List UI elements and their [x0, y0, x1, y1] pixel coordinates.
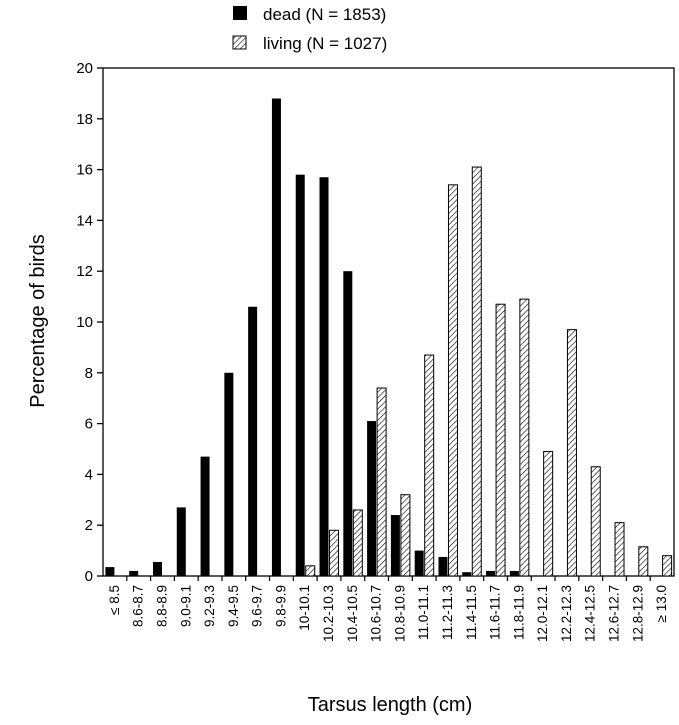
x-category-label: 10.4-10.5 — [345, 585, 360, 642]
bar-dead — [509, 570, 519, 576]
x-category-label: 10-10.1 — [297, 585, 312, 631]
x-category-label: 11.6-11.7 — [488, 585, 503, 640]
x-category-label: 9.0-9.1 — [178, 585, 193, 627]
y-tick-label: 12 — [76, 263, 93, 280]
legend-label-living: living (N = 1027) — [263, 34, 387, 53]
plot-frame — [102, 67, 675, 577]
plot-area: 0 2 4 6 8 10 12 14 16 18 20 ≤ 8.5 8.6-8.7 8.8-8.9 9.0-… — [76, 60, 675, 642]
x-category-label: 12.0-12.1 — [535, 585, 550, 642]
bar-dead — [343, 271, 353, 576]
x-category-label: 9.4-9.5 — [226, 585, 241, 627]
legend: dead (N = 1853) living (N = 1027) — [232, 5, 387, 53]
bar-dead — [390, 515, 400, 576]
bar-dead — [319, 177, 329, 576]
bar-living — [447, 184, 458, 577]
x-category-label: 12.6-12.7 — [607, 585, 622, 642]
bar-living — [662, 555, 673, 577]
x-category-label: 10.2-10.3 — [321, 585, 336, 642]
bar-dead — [129, 570, 139, 576]
bar-living — [614, 522, 625, 577]
x-category-label: 11.4-11.5 — [464, 585, 479, 640]
y-tick-label: 10 — [76, 314, 93, 331]
x-category-label: 11.2-11.3 — [440, 585, 455, 640]
bar-dead — [176, 507, 186, 576]
bar-living — [566, 329, 577, 577]
x-category-label: ≤ 8.5 — [107, 585, 122, 615]
bar-living — [471, 166, 482, 577]
x-category-label: 8.6-8.7 — [131, 585, 146, 627]
y-tick-label: 18 — [76, 111, 93, 128]
legend-swatch-dead — [233, 6, 247, 20]
bar-living — [376, 387, 387, 577]
x-axis-title: Tarsus length (cm) — [308, 694, 473, 716]
x-category-label: 12.8-12.9 — [630, 585, 645, 642]
bar-living — [400, 494, 411, 577]
bar-living — [590, 466, 601, 577]
x-category-label: 12.4-12.5 — [583, 585, 598, 642]
y-tick-label: 2 — [85, 517, 93, 534]
bar-dead — [367, 421, 377, 576]
bar-dead — [152, 562, 162, 576]
x-category-label: ≥ 13.0 — [654, 585, 669, 622]
bar-living — [352, 509, 363, 577]
bar-dead — [438, 556, 448, 576]
x-category-label: 9.2-9.3 — [202, 585, 217, 627]
x-category-label: 9.6-9.7 — [250, 585, 265, 627]
x-category-label: 9.8-9.9 — [273, 585, 288, 627]
x-category-label: 10.6-10.7 — [369, 585, 384, 642]
bar-living — [495, 303, 506, 577]
x-category-label: 11.8-11.9 — [511, 585, 526, 640]
bar-dead — [462, 572, 472, 576]
bar-living — [424, 354, 435, 577]
bar-living — [329, 529, 340, 577]
bar-dead — [414, 550, 424, 576]
y-tick-label: 20 — [76, 60, 93, 77]
bar-dead — [224, 372, 234, 576]
bar-dead — [200, 456, 210, 576]
bar-dead — [105, 567, 115, 576]
y-tick-label: 6 — [85, 416, 93, 433]
legend-swatch-living — [232, 35, 247, 50]
x-category-label: 12.2-12.3 — [559, 585, 574, 642]
y-tick-label: 4 — [85, 466, 93, 483]
bar-living — [519, 298, 530, 577]
bar-living — [543, 451, 554, 577]
legend-label-dead: dead (N = 1853) — [263, 5, 386, 24]
x-category-label: 11.0-11.1 — [416, 585, 431, 640]
bar-dead — [271, 98, 281, 576]
bar-living — [638, 546, 649, 577]
bar-dead — [295, 174, 305, 576]
bar-dead — [486, 570, 496, 576]
y-tick-label: 8 — [85, 365, 93, 382]
x-category-label: 10.8-10.9 — [392, 585, 407, 642]
y-tick-label: 0 — [85, 568, 93, 585]
y-tick-label: 16 — [76, 162, 93, 179]
bar-dead — [248, 306, 258, 576]
y-axis-title: Percentage of birds — [27, 234, 49, 407]
x-category-label: 8.8-8.9 — [154, 585, 169, 627]
bar-living — [305, 565, 316, 577]
y-tick-label: 14 — [76, 212, 93, 229]
